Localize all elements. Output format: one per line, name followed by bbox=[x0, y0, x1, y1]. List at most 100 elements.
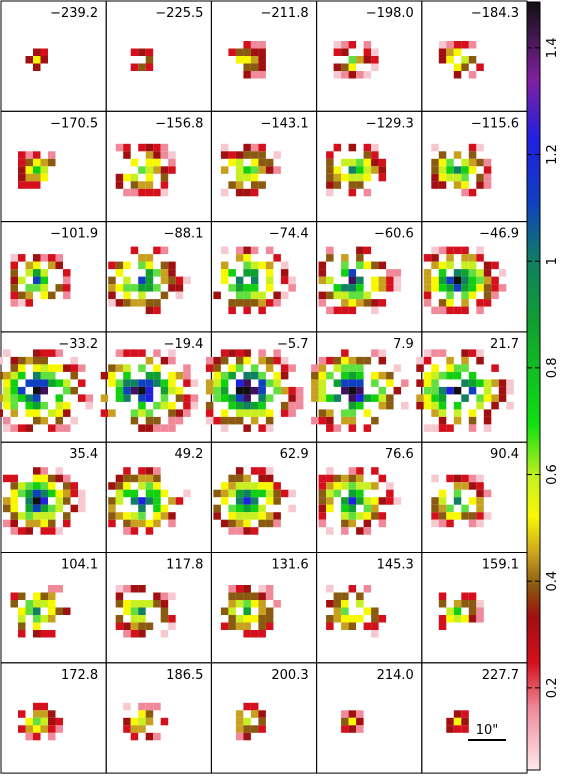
emission-pixel bbox=[138, 615, 146, 623]
emission-pixel bbox=[258, 424, 266, 432]
emission-pixel bbox=[250, 48, 259, 56]
emission-pixel bbox=[168, 401, 176, 410]
emission-pixel bbox=[438, 269, 447, 277]
emission-pixel bbox=[356, 261, 364, 270]
emission-pixel bbox=[55, 416, 63, 425]
velocity-label: −129.3 bbox=[366, 116, 414, 131]
emission-pixel bbox=[228, 482, 236, 490]
emission-pixel bbox=[138, 299, 146, 307]
emission-pixel bbox=[356, 394, 364, 402]
emission-pixel bbox=[235, 504, 244, 513]
emission-pixel bbox=[153, 497, 161, 505]
velocity-label: 227.7 bbox=[482, 668, 519, 683]
emission-pixel bbox=[348, 512, 357, 520]
emission-pixel bbox=[378, 386, 387, 395]
emission-pixel bbox=[265, 592, 274, 600]
emission-pixel bbox=[438, 246, 447, 255]
emission-pixel bbox=[265, 607, 274, 615]
emission-pixel bbox=[55, 379, 63, 387]
emission-pixel bbox=[446, 512, 454, 520]
emission-pixel bbox=[220, 276, 229, 285]
emission-pixel bbox=[250, 489, 259, 498]
emission-pixel bbox=[341, 504, 349, 513]
emission-pixel bbox=[356, 56, 364, 64]
velocity-label: 35.4 bbox=[69, 447, 98, 462]
emission-pixel bbox=[378, 173, 387, 182]
emission-pixel bbox=[213, 356, 221, 365]
emission-pixel bbox=[333, 364, 342, 372]
emission-pixel bbox=[153, 371, 161, 380]
emission-pixel bbox=[371, 394, 379, 402]
emission-pixel bbox=[453, 710, 462, 718]
emission-pixel bbox=[371, 371, 379, 380]
velocity-label: 117.8 bbox=[166, 558, 203, 573]
emission-pixel bbox=[123, 585, 131, 593]
emission-pixel bbox=[243, 401, 251, 410]
emission-pixel bbox=[446, 424, 454, 432]
emission-pixel bbox=[356, 379, 364, 387]
emission-pixel bbox=[220, 356, 229, 365]
emission-pixel bbox=[468, 56, 477, 64]
emission-pixel bbox=[326, 356, 334, 365]
emission-pixel bbox=[431, 424, 439, 432]
emission-pixel bbox=[168, 284, 176, 292]
emission-pixel bbox=[468, 143, 477, 152]
emission-pixel bbox=[250, 56, 259, 64]
emission-pixel bbox=[341, 269, 349, 277]
colorbar-tick-label: 1.2 bbox=[545, 144, 560, 165]
emission-pixel bbox=[461, 63, 469, 71]
emission-pixel bbox=[123, 725, 131, 733]
emission-pixel bbox=[318, 291, 327, 300]
emission-pixel bbox=[18, 725, 26, 733]
emission-pixel bbox=[235, 379, 244, 387]
emission-pixel bbox=[280, 276, 289, 285]
emission-pixel bbox=[153, 188, 161, 197]
emission-pixel bbox=[483, 284, 492, 292]
emission-pixel bbox=[461, 269, 469, 277]
emission-pixel bbox=[130, 497, 139, 505]
emission-pixel bbox=[311, 394, 319, 402]
emission-pixel bbox=[78, 394, 86, 402]
emission-pixel bbox=[40, 504, 48, 513]
emission-pixel bbox=[138, 48, 146, 56]
velocity-label: 186.5 bbox=[166, 668, 203, 683]
emission-pixel bbox=[130, 600, 139, 608]
emission-pixel bbox=[438, 151, 447, 159]
emission-pixel bbox=[348, 269, 357, 277]
emission-pixel bbox=[168, 497, 176, 505]
emission-pixel bbox=[356, 710, 364, 718]
emission-pixel bbox=[3, 416, 11, 425]
emission-pixel bbox=[220, 607, 229, 615]
emission-pixel bbox=[468, 276, 477, 285]
emission-pixel bbox=[160, 607, 169, 615]
emission-pixel bbox=[333, 181, 342, 189]
emission-pixel bbox=[3, 386, 11, 395]
emission-pixel bbox=[108, 284, 116, 292]
emission-pixel bbox=[235, 467, 244, 475]
emission-pixel bbox=[333, 600, 342, 608]
emission-pixel bbox=[326, 166, 334, 174]
emission-pixel bbox=[453, 497, 462, 505]
emission-pixel bbox=[48, 527, 56, 535]
emission-pixel bbox=[235, 732, 244, 741]
emission-pixel bbox=[243, 409, 251, 417]
emission-pixel bbox=[378, 371, 387, 380]
emission-pixel bbox=[461, 504, 469, 513]
emission-pixel bbox=[363, 424, 372, 432]
emission-pixel bbox=[25, 512, 33, 520]
emission-pixel bbox=[378, 356, 387, 365]
emission-pixel bbox=[55, 489, 63, 498]
emission-pixel bbox=[491, 261, 499, 270]
emission-pixel bbox=[371, 143, 379, 152]
emission-pixel bbox=[280, 371, 289, 380]
emission-pixel bbox=[483, 424, 492, 432]
emission-pixel bbox=[476, 254, 484, 262]
emission-pixel bbox=[108, 482, 116, 490]
emission-pixel bbox=[115, 261, 124, 270]
emission-pixel bbox=[265, 474, 274, 483]
emission-pixel bbox=[138, 482, 146, 490]
emission-pixel bbox=[356, 284, 364, 292]
velocity-label: −115.6 bbox=[471, 116, 519, 131]
emission-pixel bbox=[228, 600, 236, 608]
emission-pixel bbox=[138, 474, 146, 483]
